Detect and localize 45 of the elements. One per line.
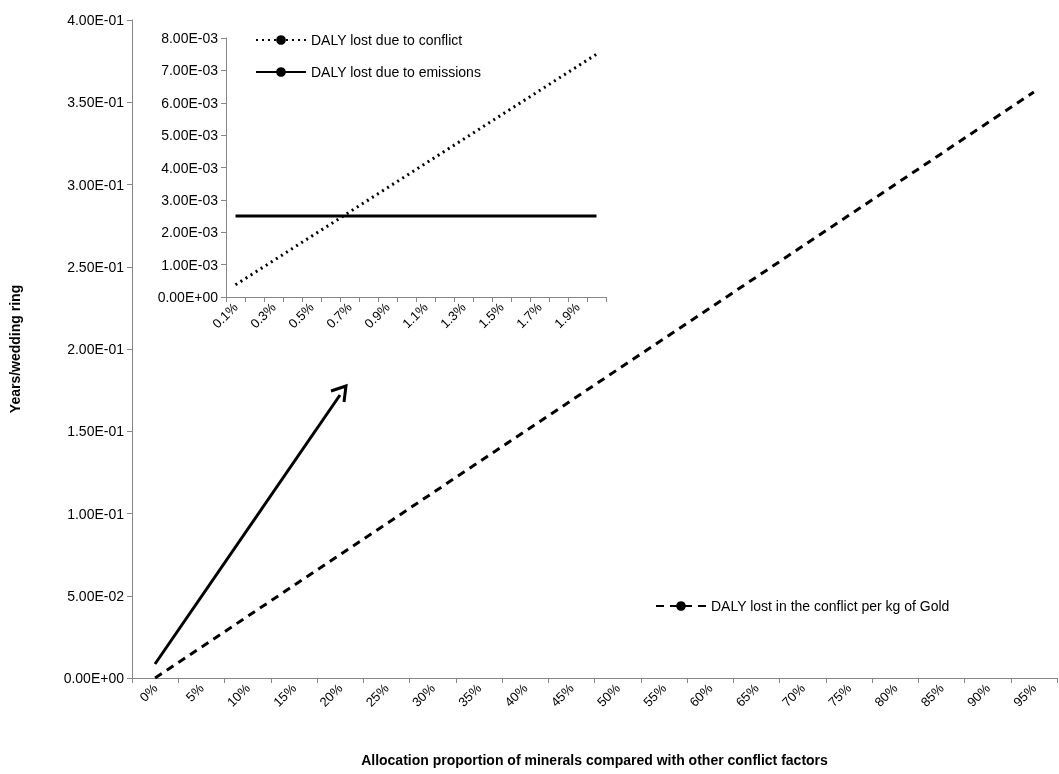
y-tick-label: 4.00E-01 xyxy=(67,12,125,28)
x-tick-label: 10% xyxy=(223,680,254,710)
line-series xyxy=(153,90,1036,680)
x-tick-label: 95% xyxy=(1010,680,1040,710)
x-tick-label: 70% xyxy=(778,680,809,710)
x-tick-label: 45% xyxy=(547,680,577,710)
legend-label: DALY lost in the conflict per kg of Gold xyxy=(711,598,950,614)
x-tick-label: 90% xyxy=(963,680,994,710)
x-axis-title: Allocation proportion of minerals compared with other conflict factors xyxy=(361,752,829,768)
x-tick-label: 5% xyxy=(182,680,207,705)
y-tick-label: 7.00E-03 xyxy=(161,62,219,79)
legend-label: DALY lost due to emissions xyxy=(311,64,481,80)
line-series xyxy=(234,52,598,287)
y-axis-title: Years/wedding ring xyxy=(7,284,23,414)
y-tick-label: 0.00E+00 xyxy=(157,289,219,305)
y-tick-label: 8.00E-03 xyxy=(161,30,219,46)
x-tick-label: 50% xyxy=(593,680,624,710)
x-tick-label: 75% xyxy=(825,680,855,710)
y-tick-label: 1.00E-01 xyxy=(67,505,125,522)
x-tick-label: 60% xyxy=(686,680,716,710)
y-tick-label: 5.00E-02 xyxy=(67,587,125,604)
y-tick-label: 5.00E-03 xyxy=(161,127,219,144)
x-tick-label: 40% xyxy=(501,680,531,710)
x-tick-label: 15% xyxy=(270,680,300,710)
y-tick-label: 0.00E+00 xyxy=(63,670,125,686)
y-tick-label: 2.00E-03 xyxy=(161,224,219,241)
x-tick-label: 35% xyxy=(455,680,485,710)
x-tick-label: 0% xyxy=(136,680,161,705)
y-tick-label: 2.00E-01 xyxy=(67,341,125,357)
x-tick-label: 65% xyxy=(732,680,762,710)
x-tick-label: 20% xyxy=(316,680,346,710)
y-tick-label: 6.00E-03 xyxy=(161,94,219,111)
y-tick-label: 1.00E-03 xyxy=(161,256,219,273)
x-tick-label: 30% xyxy=(408,680,439,710)
x-tick-label: 55% xyxy=(640,680,670,710)
legend-label: DALY lost due to conflict xyxy=(311,32,463,48)
y-tick-label: 3.00E-03 xyxy=(161,191,219,208)
y-tick-label: 2.50E-01 xyxy=(67,258,125,275)
x-tick-label: 85% xyxy=(917,680,947,710)
y-tick-label: 3.50E-01 xyxy=(67,94,125,111)
x-tick-label: 80% xyxy=(871,680,901,710)
y-tick-label: 4.00E-03 xyxy=(161,159,219,176)
y-tick-label: 1.50E-01 xyxy=(67,423,125,440)
y-tick-label: 3.00E-01 xyxy=(67,176,125,193)
x-tick-label: 25% xyxy=(362,680,392,710)
